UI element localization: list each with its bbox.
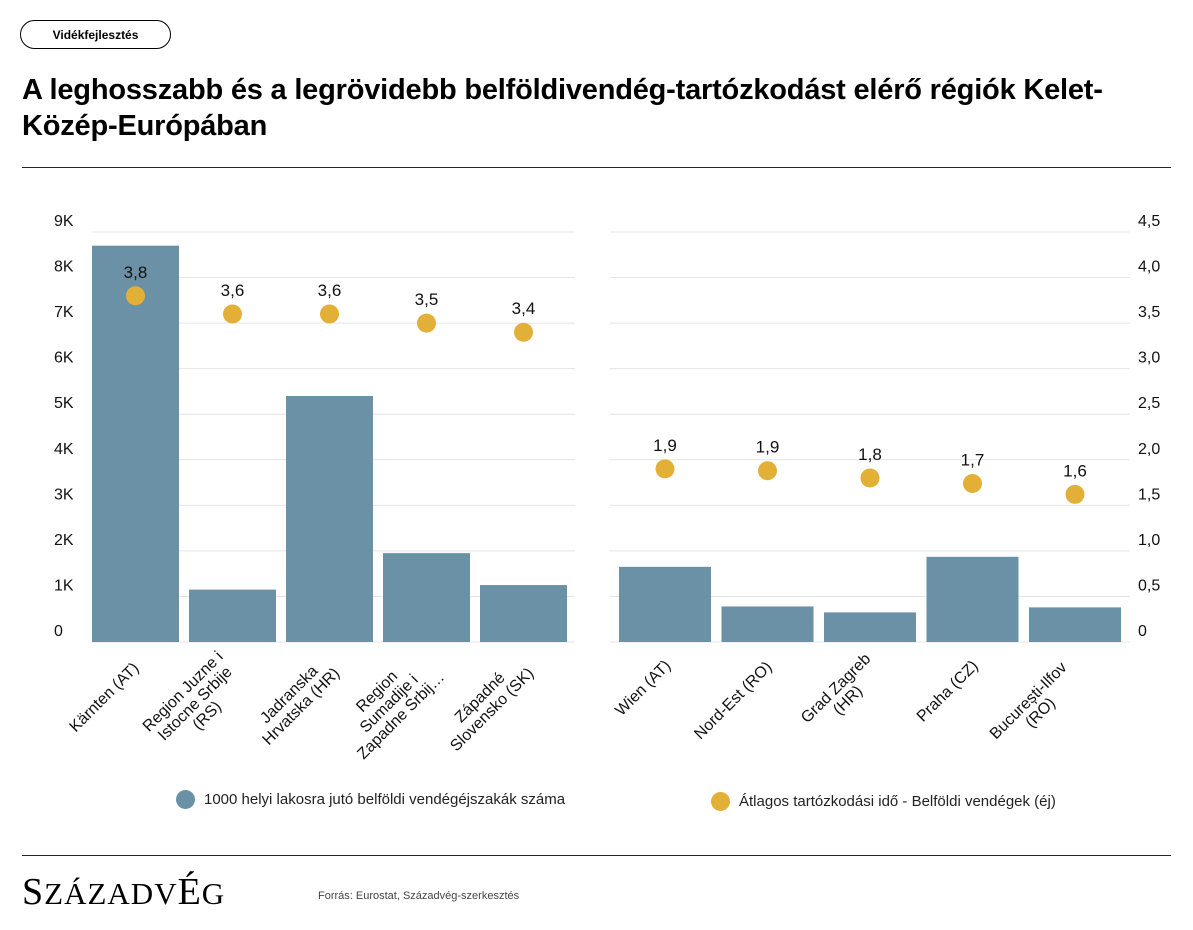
top-divider <box>22 167 1171 168</box>
source-note: Forrás: Eurostat, Századvég-szerkesztés <box>318 890 520 902</box>
chart-title: A leghosszabb és a legrövidebb belföldiv… <box>22 74 1103 142</box>
dot-data-label: 3,6 <box>318 281 342 300</box>
dot-marker <box>514 322 533 342</box>
y-left-tick-label: 3K <box>54 486 74 503</box>
legend-item-dots: Átlagos tartózkodási idő - Belföldi vend… <box>711 792 1056 811</box>
legend-item-bars: 1000 helyi lakosra jutó belföldi vendégé… <box>176 790 565 809</box>
bar <box>480 585 567 642</box>
x-tick-label: Praha (CZ) <box>914 657 982 725</box>
legend-label-dots: Átlagos tartózkodási idő - Belföldi vend… <box>739 793 1056 810</box>
chart-area: 0 1K 2K 3K 4K 5K 6K 7K 8K 9K 3,8 Kärnten (AT) 3,6 Reg… <box>54 213 1160 763</box>
brand-logo-text: SZÁZADVÉG <box>22 871 226 913</box>
x-tick-label-line: Wien (AT) <box>612 657 674 719</box>
legend-label-bars: 1000 helyi lakosra jutó belföldi vendégé… <box>204 791 566 808</box>
x-tick-label-line: București-Ilfov <box>987 659 1071 743</box>
x-tick-label-line: Grad Zagreb <box>798 650 874 726</box>
y-right-tick-label: 3,5 <box>1138 304 1160 321</box>
y-right-tick-label: 3,0 <box>1138 350 1160 367</box>
legend-swatch-dots <box>711 792 730 811</box>
x-tick-label: RegionSumadije iZapadne Srbij… <box>330 645 448 763</box>
y-right-tick-label: 2,5 <box>1138 395 1160 412</box>
dot-data-label: 1,9 <box>756 438 780 457</box>
category-tag[interactable]: Vidékfejlesztés <box>20 20 171 49</box>
x-tick-label: JadranskaHrvatska (HR) <box>248 653 344 749</box>
dot-marker <box>655 459 675 479</box>
brand-logo: SZÁZADVÉG <box>22 870 225 916</box>
y-right-tick-label: 1,0 <box>1138 532 1160 549</box>
x-tick-label: Region Juzne iIstocne Srbije(RS) <box>140 648 251 759</box>
bar <box>721 606 814 642</box>
x-tick-label-line: Nord-Est (RO) <box>691 659 775 743</box>
y-left-tick-label: 1K <box>54 577 74 594</box>
bar <box>383 553 470 642</box>
dot-marker <box>860 468 880 488</box>
dot-marker <box>320 304 339 324</box>
x-tick-label-line: Kärnten (AT) <box>67 660 143 736</box>
bar <box>1029 607 1121 642</box>
y-right-tick-label: 4,0 <box>1138 259 1160 276</box>
bar <box>189 589 276 642</box>
dot-marker <box>417 313 436 333</box>
x-tick-label: Kärnten (AT) <box>67 660 143 736</box>
y-left-tick-label: 5K <box>54 395 74 412</box>
y-right-tick-label: 4,5 <box>1138 213 1160 230</box>
bar <box>926 556 1019 642</box>
dot-data-label: 1,9 <box>653 436 677 455</box>
y-right-tick-label: 1,5 <box>1138 486 1160 503</box>
x-tick-label: București-Ilfov(RO) <box>987 659 1083 755</box>
y-left-tick-label: 9K <box>54 213 74 230</box>
y-left-tick-label: 7K <box>54 304 74 321</box>
dot-data-label: 3,6 <box>221 281 245 300</box>
dot-marker <box>223 304 242 324</box>
y-left-tick-label: 6K <box>54 350 74 367</box>
x-tick-label: Wien (AT) <box>612 657 674 719</box>
y-left-tick-label: 4K <box>54 441 74 458</box>
y-right-tick-label: 0 <box>1138 623 1147 640</box>
dot-data-label: 1,6 <box>1063 461 1087 480</box>
dot-data-label: 3,8 <box>124 263 148 282</box>
dot-marker <box>126 286 145 306</box>
bar <box>286 396 373 642</box>
dot-marker <box>758 461 777 481</box>
y-right-tick-label: 0,5 <box>1138 577 1160 594</box>
category-tag-label: Vidékfejlesztés <box>52 27 139 42</box>
dot-data-label: 1,7 <box>961 450 985 469</box>
x-tick-label: Grad Zagreb(HR) <box>798 650 886 738</box>
dot-marker <box>963 473 982 493</box>
bar <box>619 566 711 642</box>
x-tick-label: ZápadnéSlovensko (SK) <box>435 653 537 755</box>
legend-swatch-bars <box>176 790 195 809</box>
y-right-tick-label: 2,0 <box>1138 441 1160 458</box>
x-tick-label-line: Praha (CZ) <box>914 657 982 725</box>
dot-data-label: 1,8 <box>858 445 882 464</box>
y-left-tick-label: 0 <box>54 623 63 640</box>
y-left-tick-label: 2K <box>54 532 74 549</box>
dot-data-label: 3,5 <box>415 290 439 309</box>
dot-marker <box>1065 484 1085 504</box>
bottom-divider <box>22 855 1171 856</box>
bar <box>824 612 916 642</box>
bar <box>92 245 179 642</box>
y-left-tick-label: 8K <box>54 259 74 276</box>
x-tick-label: Nord-Est (RO) <box>691 659 775 743</box>
dot-data-label: 3,4 <box>512 299 536 318</box>
